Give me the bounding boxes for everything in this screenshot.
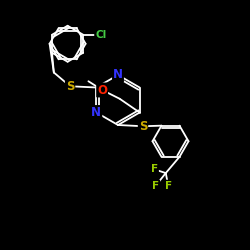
Text: F: F bbox=[151, 164, 158, 174]
Text: N: N bbox=[113, 68, 123, 82]
Text: S: S bbox=[66, 80, 74, 93]
Text: O: O bbox=[97, 84, 107, 96]
Text: F: F bbox=[152, 180, 159, 190]
Text: Cl: Cl bbox=[95, 30, 106, 40]
Text: N: N bbox=[91, 106, 101, 119]
Text: F: F bbox=[165, 180, 172, 190]
Text: S: S bbox=[139, 120, 147, 133]
